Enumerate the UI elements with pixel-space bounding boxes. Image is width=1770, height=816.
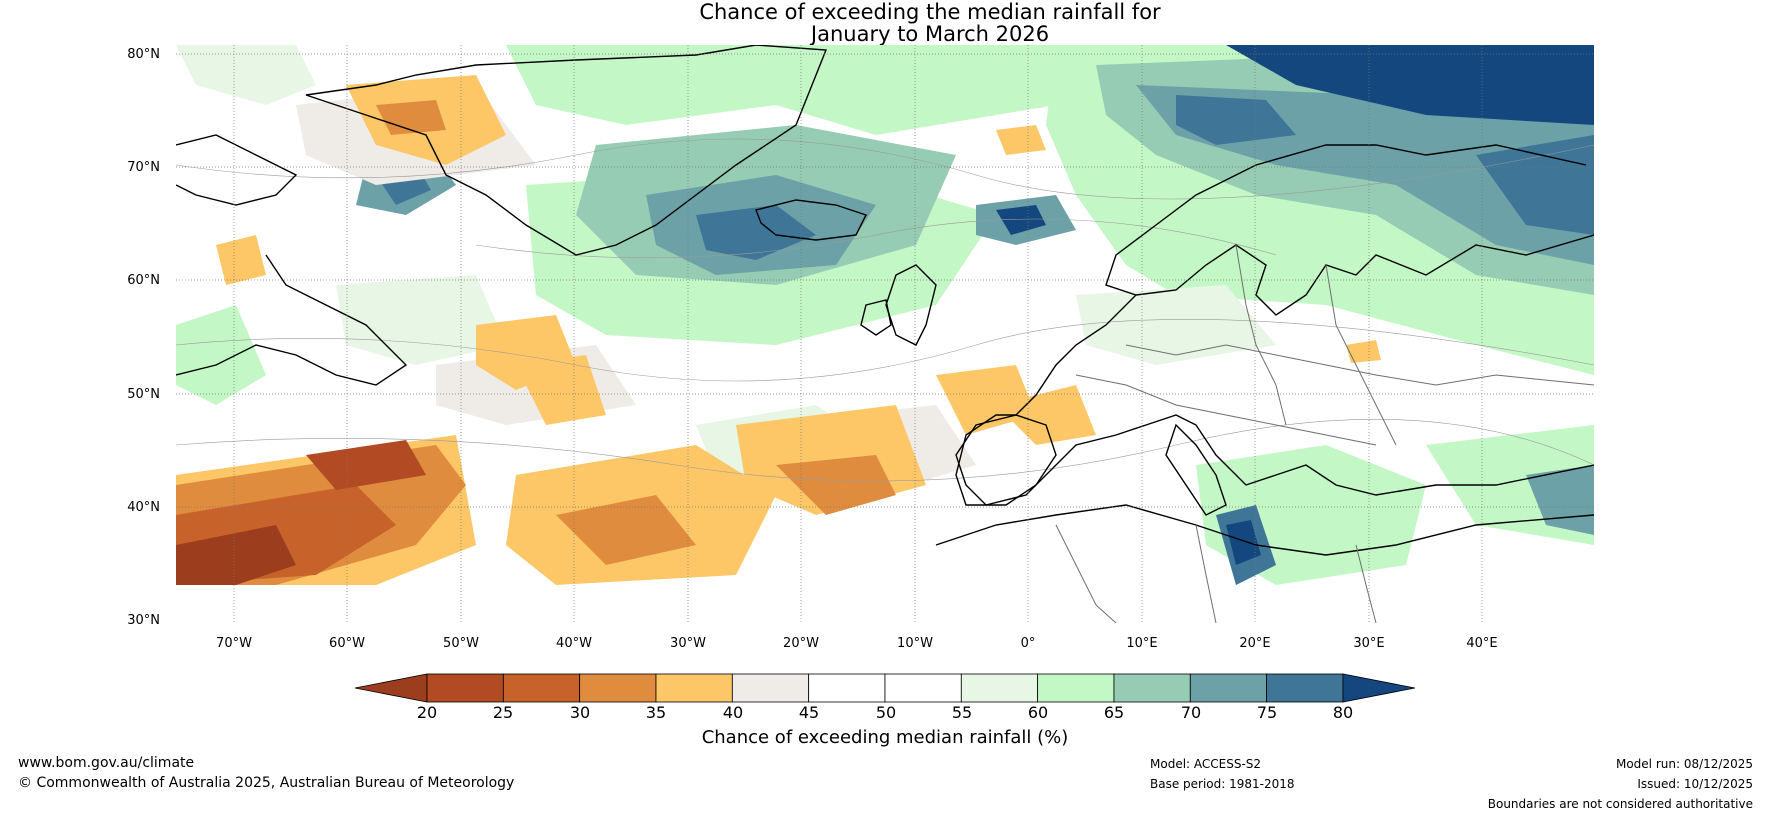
colorbar-tick: 40 xyxy=(722,703,744,722)
latitude-label: 30°N xyxy=(127,613,160,628)
colorbar-segment xyxy=(426,673,504,703)
longitude-label: 30°W xyxy=(670,636,706,651)
longitude-label: 60°W xyxy=(329,636,365,651)
latitude-label: 60°N xyxy=(127,273,160,288)
longitude-label: 10°E xyxy=(1126,636,1158,651)
colorbar-tick: 25 xyxy=(492,703,514,722)
graticule xyxy=(176,45,1594,623)
website-link[interactable]: www.bom.gov.au/climate xyxy=(18,755,195,771)
colorbar-tick: 30 xyxy=(569,703,591,722)
map-title-line-1: Chance of exceeding the median rainfall … xyxy=(699,0,1161,24)
issued-text: Issued: 10/12/2025 xyxy=(1637,777,1753,791)
blue-anomaly-patches xyxy=(356,45,1594,585)
longitude-label: 0° xyxy=(1020,636,1036,651)
longitude-label: 10°W xyxy=(897,636,933,651)
disclaimer-text: Boundaries are not considered authoritat… xyxy=(1487,797,1753,811)
rainfall-map xyxy=(176,45,1594,623)
colorbar-segment xyxy=(1266,673,1344,703)
colorbar-segment xyxy=(502,673,581,703)
longitude-label: 40°W xyxy=(556,636,592,651)
country-borders xyxy=(1055,244,1594,623)
colorbar-tick: 60 xyxy=(1027,703,1049,722)
colorbar-tick: 65 xyxy=(1103,703,1125,722)
colorbar-tick: 75 xyxy=(1256,703,1278,722)
model-run-text: Model run: 08/12/2025 xyxy=(1615,757,1753,771)
colorbar-tick: 70 xyxy=(1180,703,1202,722)
colorbar-tick: 35 xyxy=(645,703,667,722)
colorbar-segment xyxy=(655,673,733,703)
longitude-label: 30°E xyxy=(1353,636,1385,651)
latitude-label: 80°N xyxy=(127,47,160,62)
colorbar-segment xyxy=(731,673,810,703)
colorbar-segment xyxy=(1037,673,1115,703)
colorbar-segment xyxy=(1189,673,1268,703)
colorbar-tick: 55 xyxy=(951,703,973,722)
longitude-label: 20°E xyxy=(1239,636,1271,651)
longitude-label: 70°W xyxy=(216,636,252,651)
longitude-label: 50°W xyxy=(443,636,479,651)
map-title-line-2: January to March 2026 xyxy=(810,22,1050,46)
contour-lines xyxy=(176,138,1594,482)
colorbar-segment xyxy=(1113,673,1191,703)
model-text: Model: ACCESS-S2 xyxy=(1150,757,1262,771)
colorbar-label: Chance of exceeding median rainfall (%) xyxy=(701,727,1069,748)
colorbar xyxy=(354,673,1416,703)
latitude-label: 70°N xyxy=(127,160,160,175)
colorbar-segment xyxy=(808,673,886,703)
colorbar-tick: 80 xyxy=(1332,703,1354,722)
colorbar-tick: 50 xyxy=(875,703,897,722)
colorbar-segments xyxy=(354,673,1416,703)
colorbar-extend-low xyxy=(354,673,428,703)
colorbar-segment xyxy=(884,673,962,703)
latitude-label: 50°N xyxy=(127,387,160,402)
colorbar-tick: 45 xyxy=(798,703,820,722)
coastlines xyxy=(176,45,1594,556)
latitude-label: 40°N xyxy=(127,500,160,515)
colorbar-extend-high xyxy=(1342,673,1416,703)
longitude-label: 40°E xyxy=(1466,636,1498,651)
base-period-text: Base period: 1981-2018 xyxy=(1150,777,1295,791)
copyright-text: © Commonwealth of Australia 2025, Austra… xyxy=(18,775,515,791)
colorbar-segment xyxy=(960,673,1039,703)
colorbar-tick: 20 xyxy=(416,703,438,722)
brown-anomaly-patches xyxy=(176,100,896,585)
colorbar-segment xyxy=(579,673,657,703)
longitude-label: 20°W xyxy=(783,636,819,651)
